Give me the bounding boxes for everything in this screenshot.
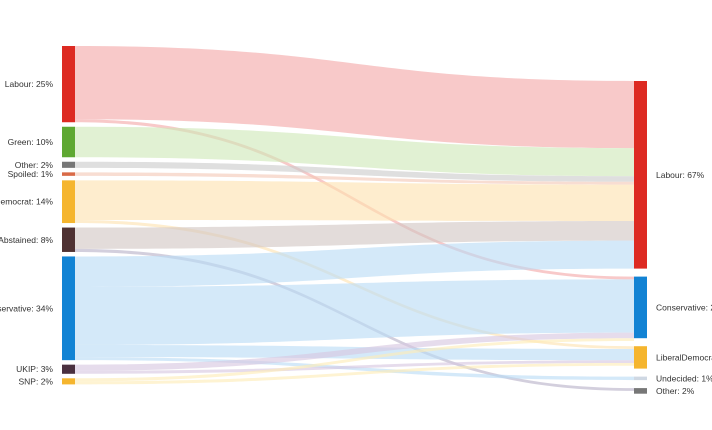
flow-green-to-labour [75,126,634,177]
flow-conservative-to-undecided [75,357,634,381]
source-node-spoiled [62,172,75,176]
source-label-other: Other: 2% [15,160,54,170]
target-label-libdem: LiberalDemocrat: 8% [656,352,712,362]
flow-libdem-to-labour [75,180,634,221]
flow-ukip-to-conservative [75,332,634,371]
target-node-labour [634,81,647,269]
source-node-abstained [62,227,75,252]
target-node-undecided [634,376,647,381]
target-label-other: Other: 2% [656,386,695,396]
source-label-ukip: UKIP: 3% [16,364,53,374]
source-node-labour [62,46,75,123]
flow-snp-to-libdem [75,363,634,385]
flow-conservative-to-conservative [75,279,634,345]
source-node-libdem [62,180,75,224]
flow-other-to-labour [75,161,634,182]
source-node-conservative [62,256,75,361]
source-label-snp: SNP: 2% [19,376,54,386]
flow-snp-to-conservative [75,338,634,382]
label-layer: Labour: 25%Green: 10%Other: 2%Spoiled: 1… [0,79,712,396]
target-node-conservative [634,276,647,339]
target-node-libdem [634,346,647,369]
target-label-conservative: Conservative: 22% [656,302,712,312]
target-node-other [634,388,647,394]
flow-ukip-to-libdem [75,360,634,374]
source-label-abstained: Abstained: 8% [0,235,53,245]
source-label-conservative: Conservative: 34% [0,303,53,313]
source-node-ukip [62,364,75,374]
node-layer [62,46,647,394]
source-label-libdem: Liberal Democrat: 14% [0,197,53,207]
flow-conservative-to-labour [75,240,634,287]
flow-spoiled-to-labour [75,172,634,185]
source-label-spoiled: Spoiled: 1% [8,169,54,179]
target-label-undecided: Undecided: 1% [656,373,712,383]
flow-layer [75,46,634,391]
source-node-other [62,161,75,168]
flow-labour-to-labour [75,46,634,149]
source-label-green: Green: 10% [8,137,54,147]
source-label-labour: Labour: 25% [5,79,54,89]
flow-abstained-to-labour [75,221,634,249]
target-label-labour: Labour: 67% [656,170,705,180]
source-node-snp [62,378,75,385]
source-node-green [62,126,75,158]
